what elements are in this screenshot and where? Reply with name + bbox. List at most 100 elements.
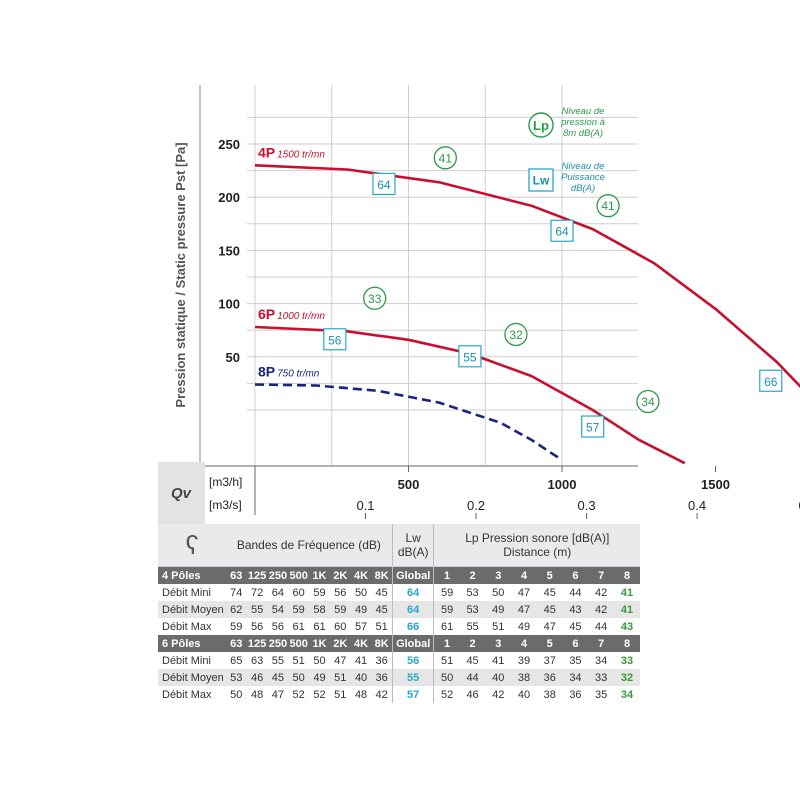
x-tick-label-m3h: 1500 [701, 477, 730, 492]
lp-value: 53 [466, 586, 479, 599]
band-value: 62 [225, 601, 247, 618]
group-col-header: 5 [536, 566, 563, 584]
lp-value: 45 [543, 586, 556, 599]
curve-8P [254, 383, 563, 462]
table-row: Débit Moyen 62 55 54 59 58 59 49 45 64 59 53 49 47 45 4… [158, 601, 640, 618]
lp-value: 34 [620, 688, 634, 701]
curve-labels: 4P 1500 tr/mn 6P 1000 tr/mn 8P 750 tr/mn [258, 144, 325, 379]
group-col-header: 1 [433, 635, 460, 652]
band-value: 59 [230, 620, 243, 633]
table-row: Débit Mini 65 63 55 51 50 47 41 36 56 51 45 41 39 37 35… [158, 652, 640, 669]
lp-value: 33 [588, 669, 615, 686]
lp-value: 34 [595, 654, 608, 667]
band-value: 52 [313, 688, 326, 701]
lp-value: 40 [485, 669, 512, 686]
group-col-header: 7 [588, 566, 615, 584]
group-col-header: 2 [459, 566, 486, 584]
group-col-header: 500 [288, 635, 310, 652]
band-value: 65 [230, 654, 243, 667]
legend-text: 8m dB(A) [563, 128, 603, 139]
x-tick-label-m3h: 500 [398, 477, 420, 492]
band-value: 51 [292, 654, 305, 667]
lp-value: 47 [511, 601, 537, 618]
row-label: Débit Moyen [158, 601, 226, 618]
band-value: 51 [334, 688, 347, 701]
qv-label-bg [158, 462, 205, 524]
y-ticks: 50 100 150 200 250 [218, 137, 240, 365]
legend-lp-symbol: Lp [533, 118, 549, 133]
lp-label: 41 [601, 199, 615, 213]
band-value: 40 [350, 669, 372, 686]
lw-label: 57 [586, 421, 600, 435]
lw-label-box [581, 415, 605, 438]
lp-value: 36 [569, 688, 582, 701]
band-value: 61 [313, 620, 326, 633]
x-unit-primary: [m3/h] [209, 475, 242, 489]
header-bands: Bandes de Fréquence (dB) [225, 524, 393, 567]
header-lp-line2: Distance (m) [503, 545, 572, 559]
lp-label-circle [596, 194, 620, 218]
lp-value: 38 [511, 669, 537, 686]
y-tick-label: 150 [218, 243, 240, 258]
lp-value: 51 [433, 652, 460, 669]
lp-label-circle [636, 389, 660, 414]
lp-value: 35 [595, 688, 608, 701]
band-value: 48 [354, 688, 368, 701]
y-tick-label: 200 [218, 190, 240, 205]
x-tick-label-m3h: 1000 [548, 477, 577, 492]
band-value: 54 [267, 601, 289, 618]
band-value: 60 [334, 620, 347, 633]
group-col-header: 500 [288, 566, 310, 584]
band-value: 50 [313, 654, 326, 667]
group-col-header: 3 [485, 566, 512, 584]
band-value: 51 [329, 669, 351, 686]
band-value: 59 [313, 586, 326, 599]
band-value: 48 [250, 688, 264, 701]
group-header-row: 6 Pôles 63 125 250 500 1K 2K 4K 8K Global 1 2 3 4 5 6 7 8 [158, 635, 640, 652]
lp-value: 34 [562, 669, 589, 686]
y-tick-label: 100 [218, 297, 240, 312]
band-value: 50 [354, 586, 368, 599]
header-lw-line1: Lw [405, 531, 421, 545]
group-label: 4 Pôles [158, 566, 226, 584]
lp-value: 47 [517, 586, 531, 599]
x-tick-label-m3s: 0.2 [467, 498, 485, 513]
lp-value: 42 [492, 688, 505, 701]
y-tick-label: 50 [226, 350, 240, 365]
x-tick-label-m3s: 0.3 [578, 498, 596, 513]
band-value: 63 [250, 654, 264, 667]
ear-icon-cell: ʕ [158, 524, 226, 567]
lw-label-box [759, 369, 783, 392]
lw-label: 55 [463, 350, 477, 364]
lw-value: 66 [391, 618, 434, 635]
plot-area [200, 85, 638, 466]
lw-label: 64 [377, 178, 391, 192]
group-col-header: 125 [246, 635, 268, 652]
legend-text: pression à [560, 117, 605, 128]
band-value: 56 [334, 586, 347, 599]
lp-value: 43 [620, 620, 634, 633]
group-col-header: 7 [588, 635, 615, 652]
lp-label-circle [433, 146, 457, 170]
band-value: 45 [375, 586, 388, 599]
lp-value: 59 [433, 584, 460, 601]
point-labels: 416441644366335632553457 [323, 146, 783, 438]
band-value: 52 [292, 688, 305, 701]
band-value: 74 [230, 586, 243, 599]
table-row: Débit Mini 74 72 64 60 59 56 50 45 64 59 53 50 47 45 44… [158, 584, 640, 601]
x-tick-label-m3s: 0.5 [799, 498, 800, 513]
lp-value: 50 [492, 586, 505, 599]
lp-label: 33 [368, 292, 382, 306]
band-value: 55 [271, 654, 284, 667]
legend-text: Niveau de [562, 161, 605, 172]
x-tick-label-m3s: 0.1 [356, 498, 374, 513]
group-col-header: 8K [371, 635, 393, 652]
table-row: Débit Moyen 53 46 45 50 49 51 40 36 55 50 44 40 38 36 3… [158, 669, 640, 686]
lp-value: 32 [614, 669, 640, 686]
band-value: 64 [271, 586, 284, 599]
lp-label: 41 [439, 151, 453, 165]
lp-label-circle [504, 322, 528, 347]
lp-value: 49 [485, 601, 512, 618]
lp-value: 46 [466, 688, 479, 701]
